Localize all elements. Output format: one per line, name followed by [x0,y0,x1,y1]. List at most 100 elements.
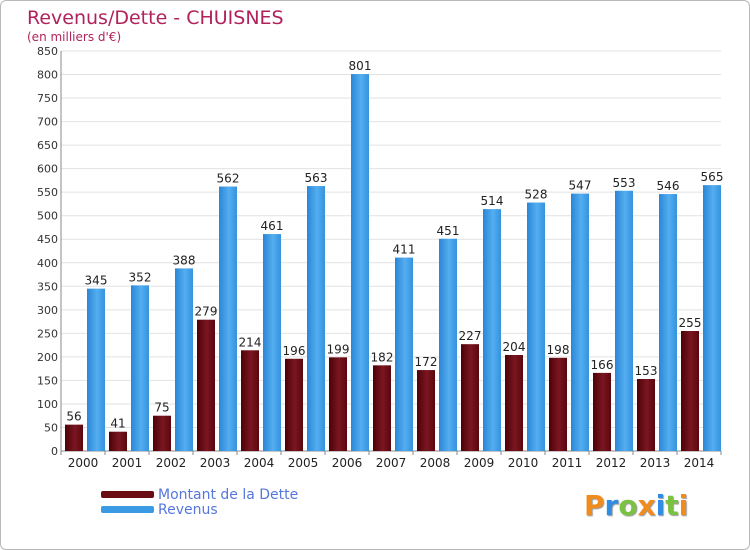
y-tick-label: 0 [51,445,58,458]
data-label-revenus: 563 [305,171,328,185]
x-tick-label: 2008 [420,456,451,470]
data-label-dette: 41 [110,417,125,431]
bar-dette [65,424,83,451]
y-tick-label: 800 [37,69,58,82]
data-label-revenus: 562 [217,172,240,186]
bar-revenus [351,74,369,451]
logo-letter: P [584,489,605,522]
x-tick-label: 2006 [332,456,363,470]
bar-revenus [131,285,149,451]
data-label-revenus: 352 [129,270,152,284]
logo-letter: t [665,489,679,522]
bar-dette [197,319,215,451]
data-label-revenus: 565 [701,170,724,184]
y-tick-label: 200 [37,351,58,364]
x-tick-label: 2005 [288,456,319,470]
x-tick-label: 2000 [68,456,99,470]
data-label-dette: 196 [283,344,306,358]
data-label-dette: 198 [547,343,570,357]
bar-revenus [175,268,193,451]
y-tick-label: 300 [37,304,58,317]
bar-revenus [395,257,413,451]
bar-dette [417,370,435,451]
y-tick-label: 600 [37,163,58,176]
chart-subtitle: (en milliers d'€) [27,30,122,44]
chart-title: Revenus/Dette - CHUISNES [27,7,284,29]
data-label-revenus: 451 [437,224,460,238]
legend-swatch-dette [101,491,154,498]
data-label-dette: 255 [679,316,702,330]
legend: Montant de la Dette Revenus [101,486,299,518]
y-tick-label: 100 [37,398,58,411]
y-tick-label: 850 [37,45,58,58]
bar-revenus [263,234,281,451]
bar-revenus [219,186,237,451]
legend-label-revenus: Revenus [158,501,218,518]
data-label-revenus: 514 [481,194,504,208]
bar-dette [285,358,303,451]
bar-dette [681,331,699,451]
bar-revenus [87,288,105,451]
data-label-dette: 182 [371,350,394,364]
x-tick-label: 2009 [464,456,495,470]
bar-dette [461,344,479,451]
bar-revenus [483,209,501,451]
bar-dette [153,415,171,451]
y-tick-label: 400 [37,257,58,270]
data-label-dette: 166 [591,358,614,372]
legend-label-dette: Montant de la Dette [158,486,299,503]
bar-revenus [703,185,721,451]
x-tick-label: 2001 [112,456,143,470]
legend-item-revenus: Revenus [101,501,298,518]
data-label-revenus: 553 [613,176,636,190]
legend-item-dette: Montant de la Dette [101,486,299,503]
y-tick-label: 50 [44,421,58,434]
bar-dette [373,365,391,451]
logo-letter: o [618,489,638,522]
data-label-revenus: 801 [349,59,372,73]
data-label-dette: 204 [503,340,526,354]
data-label-dette: 153 [635,364,658,378]
data-label-dette: 172 [415,355,438,369]
data-label-revenus: 528 [525,188,548,202]
data-label-revenus: 547 [569,179,592,193]
data-label-revenus: 461 [261,219,284,233]
logo-letter: i [655,489,666,522]
bar-dette [637,379,655,451]
y-tick-label: 650 [37,139,58,152]
y-tick-label: 150 [37,374,58,387]
data-label-dette: 227 [459,329,482,343]
y-tick-label: 750 [37,92,58,105]
bar-revenus [571,193,589,451]
x-tick-label: 2011 [552,456,583,470]
x-tick-label: 2012 [596,456,627,470]
x-tick-label: 2010 [508,456,539,470]
y-tick-label: 700 [37,116,58,129]
x-tick-label: 2007 [376,456,407,470]
y-tick-label: 500 [37,210,58,223]
logo-letter: i [678,489,689,522]
bar-dette [241,350,259,451]
bar-revenus [307,186,325,451]
y-tick-label: 250 [37,327,58,340]
data-label-revenus: 546 [657,179,680,193]
bar-dette [109,431,127,451]
data-label-revenus: 388 [173,253,196,267]
logo-letter: r [604,489,619,522]
x-tick-label: 2013 [640,456,671,470]
x-tick-label: 2003 [200,456,231,470]
data-label-dette: 75 [154,401,169,415]
logo-letter: x [637,489,656,522]
y-tick-label: 450 [37,233,58,246]
x-tick-label: 2014 [684,456,715,470]
y-tick-label: 550 [37,186,58,199]
proxiti-logo: Proxiti [584,489,688,522]
data-label-revenus: 411 [393,243,416,257]
x-tick-label: 2002 [156,456,187,470]
data-label-revenus: 345 [85,274,108,288]
bar-dette [593,372,611,451]
bar-dette [505,355,523,451]
bar-revenus [439,238,457,451]
bar-revenus [659,194,677,451]
